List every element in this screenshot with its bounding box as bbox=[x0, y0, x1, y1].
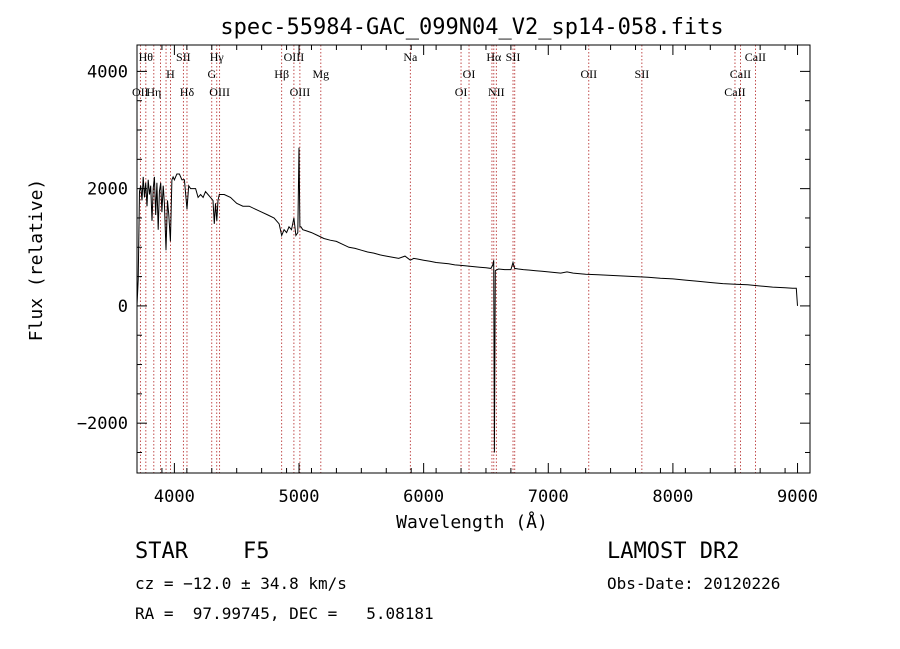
emission-line-labels: OIIHθHηHSIIHδGHγOIIIHβOIIIOIIIMgNaOIOIHα… bbox=[132, 50, 766, 99]
line-label: OII bbox=[132, 85, 149, 99]
redshift-cz: cz = −12.0 ± 34.8 km/s bbox=[135, 574, 347, 593]
line-label: Hβ bbox=[274, 67, 289, 81]
x-tick-label: 9000 bbox=[777, 487, 818, 507]
x-tick-label: 7000 bbox=[528, 487, 569, 507]
object-subclass: F5 bbox=[243, 539, 270, 564]
line-label: H bbox=[166, 67, 175, 81]
coordinates: RA = 97.99745, DEC = 5.08181 bbox=[135, 604, 434, 623]
line-label: OIII bbox=[284, 50, 305, 64]
line-label: OII bbox=[580, 67, 597, 81]
x-tick-label: 4000 bbox=[154, 487, 195, 507]
line-label: Hδ bbox=[180, 85, 195, 99]
y-axis-label: Flux (relative) bbox=[26, 179, 47, 342]
observation-date: Obs-Date: 20120226 bbox=[607, 574, 781, 593]
x-axis-label: Wavelength (Å) bbox=[396, 511, 548, 533]
spectrum-series bbox=[136, 147, 798, 453]
line-label: OI bbox=[455, 85, 468, 99]
emission-line-markers bbox=[139, 45, 756, 473]
x-tick-label: 8000 bbox=[652, 487, 693, 507]
line-label: CaII bbox=[745, 50, 766, 64]
line-label: OI bbox=[463, 67, 476, 81]
line-label: CaII bbox=[730, 67, 751, 81]
line-label: CaII bbox=[724, 85, 745, 99]
line-label: SII bbox=[635, 67, 650, 81]
line-label: SII bbox=[506, 50, 521, 64]
line-label: OIII bbox=[209, 85, 230, 99]
line-label: NII bbox=[488, 85, 505, 99]
x-tick-label: 6000 bbox=[403, 487, 444, 507]
x-axis-ticks: 4000 5000 6000 7000 8000 9000 bbox=[136, 45, 818, 507]
y-tick-label: −2000 bbox=[77, 414, 128, 434]
line-label: Hη bbox=[146, 85, 161, 99]
line-label: Hγ bbox=[210, 50, 225, 64]
line-label: SII bbox=[176, 50, 191, 64]
y-axis-ticks: −2000 0 2000 4000 bbox=[77, 62, 810, 453]
line-label: OIII bbox=[290, 85, 311, 99]
chart-title: spec-55984-GAC_099N04_V2_sp14-058.fits bbox=[220, 15, 723, 40]
plot-frame bbox=[136, 44, 811, 474]
x-tick-label: 5000 bbox=[279, 487, 320, 507]
line-label: G bbox=[207, 67, 216, 81]
y-tick-label: 4000 bbox=[87, 62, 128, 82]
line-label: Mg bbox=[312, 67, 329, 81]
line-label: Hα bbox=[486, 50, 502, 64]
line-label: Na bbox=[403, 50, 418, 64]
y-tick-label: 0 bbox=[118, 297, 128, 317]
survey-name: LAMOST DR2 bbox=[607, 539, 740, 564]
line-label: Hθ bbox=[139, 50, 154, 64]
object-class: STAR bbox=[135, 539, 188, 564]
y-tick-label: 2000 bbox=[87, 180, 128, 200]
